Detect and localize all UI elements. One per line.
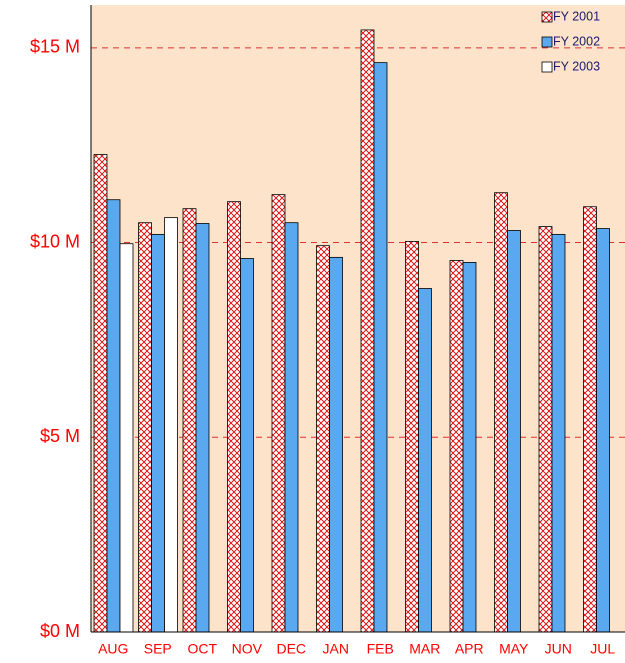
bar	[106, 199, 121, 633]
bar	[138, 222, 152, 633]
bar	[373, 62, 388, 633]
x-tick-label: APR	[455, 641, 484, 657]
bar	[195, 223, 210, 633]
bar	[538, 226, 553, 633]
x-tick-label: FEB	[367, 641, 394, 657]
bar	[583, 206, 597, 633]
y-tick-label: $15 M	[30, 37, 80, 57]
legend-label: FY 2001	[553, 9, 600, 23]
bar	[405, 240, 419, 633]
x-tick-label: NOV	[232, 641, 263, 657]
bar	[227, 201, 241, 633]
legend-swatch	[541, 11, 553, 23]
x-tick-label: JAN	[323, 641, 349, 657]
legend-swatch	[541, 61, 553, 73]
bar	[360, 29, 375, 633]
y-tick-label: $5 M	[40, 426, 80, 446]
x-tick-label: OCT	[187, 641, 217, 657]
x-tick-label: SEP	[144, 641, 172, 657]
bar	[240, 258, 254, 633]
bar	[271, 194, 286, 633]
bar	[329, 256, 343, 633]
bar	[284, 222, 299, 633]
x-tick-label: DEC	[276, 641, 306, 657]
bar	[507, 230, 521, 633]
y-tick-label: $0 M	[40, 621, 80, 641]
x-tick-label: JUL	[590, 641, 615, 657]
x-tick-label: AUG	[98, 641, 128, 657]
bar	[494, 192, 508, 633]
bar	[119, 243, 134, 633]
x-tick-label: JUN	[545, 641, 572, 657]
x-tick-label: MAR	[409, 641, 440, 657]
bar	[551, 233, 566, 633]
legend-label: FY 2002	[553, 34, 600, 48]
bar	[164, 217, 178, 633]
x-tick-label: MAY	[499, 641, 529, 657]
bar	[182, 208, 197, 633]
bar	[418, 288, 432, 633]
legend-swatch	[541, 36, 553, 48]
legend-label: FY 2003	[553, 59, 600, 73]
y-tick-label: $10 M	[30, 231, 80, 251]
bar	[596, 228, 610, 633]
bar	[462, 262, 477, 633]
plot-area	[91, 5, 625, 632]
bar	[93, 154, 108, 633]
bar	[316, 245, 330, 633]
bar	[449, 260, 464, 633]
bar	[151, 233, 165, 633]
